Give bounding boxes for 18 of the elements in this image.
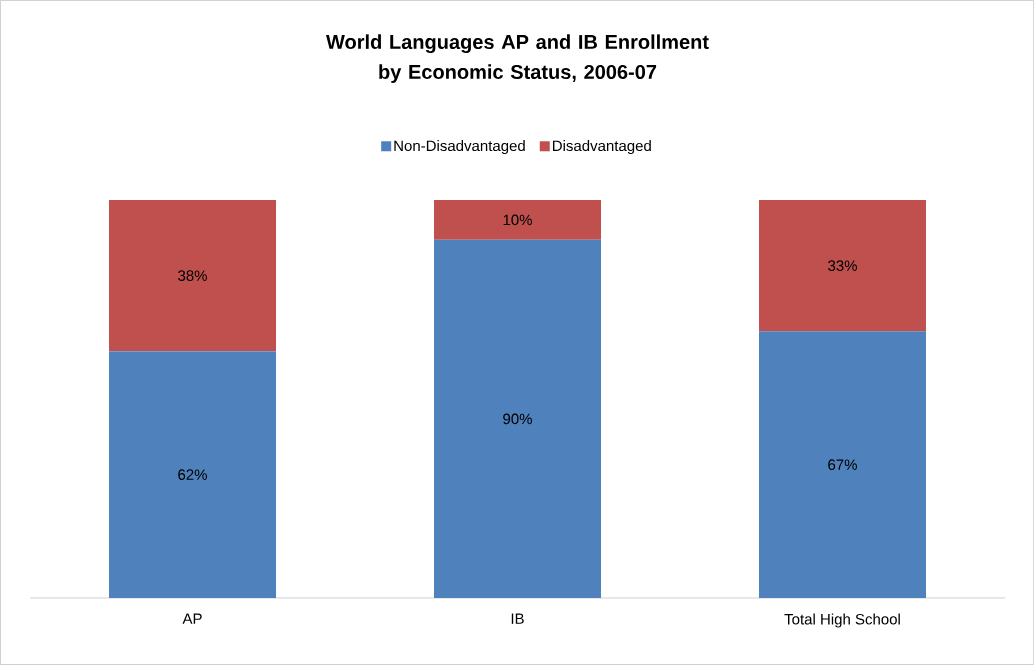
legend-label: Non-Disadvantaged	[394, 140, 525, 155]
data-label: 10%	[503, 214, 532, 226]
legend-label: Disadvantaged	[552, 140, 651, 155]
x-tick-label: Total High School	[784, 613, 900, 628]
bar	[759, 331, 927, 598]
chart-title: World Languages AP and IB Enrollment by Economic Status, 2006-07	[326, 34, 709, 84]
data-label: 67%	[828, 459, 857, 470]
bar	[109, 351, 276, 598]
x-tick-label: AP	[182, 613, 202, 624]
data-label: 62%	[178, 469, 207, 480]
bar	[759, 200, 927, 332]
bar	[434, 200, 601, 240]
data-label: 90%	[503, 413, 532, 425]
data-label: 38%	[178, 270, 207, 281]
bar	[434, 239, 601, 598]
data-label: 33%	[828, 260, 857, 271]
x-tick-label: IB	[511, 613, 524, 624]
bar	[109, 200, 276, 352]
